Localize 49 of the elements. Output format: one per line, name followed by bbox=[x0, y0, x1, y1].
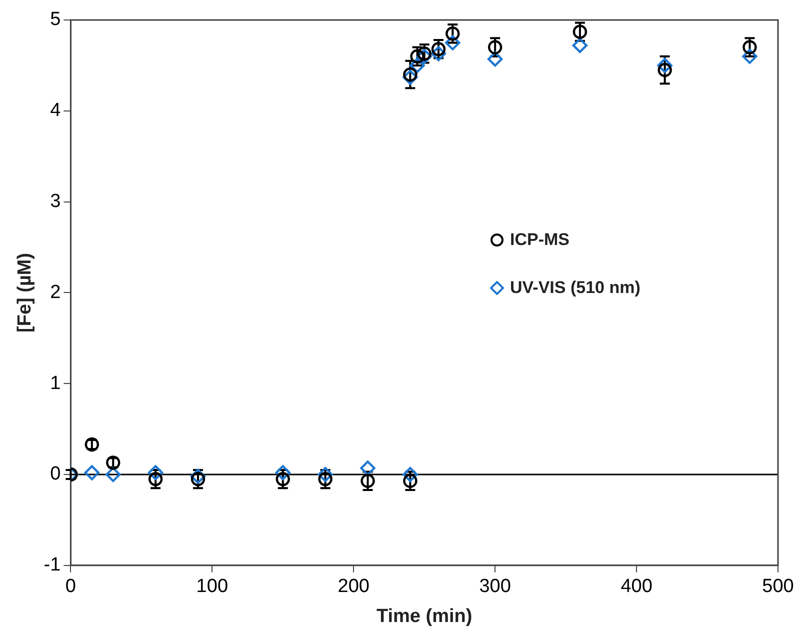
x-tick-label: 200 bbox=[338, 576, 370, 598]
point bbox=[403, 67, 418, 82]
point bbox=[445, 35, 460, 50]
x-tick-label: 0 bbox=[65, 576, 76, 598]
point bbox=[487, 51, 503, 67]
point bbox=[360, 460, 376, 476]
point bbox=[572, 38, 588, 54]
point bbox=[148, 472, 163, 486]
x-axis-title: Time (min) bbox=[376, 606, 472, 627]
point bbox=[742, 40, 757, 54]
point bbox=[488, 40, 502, 54]
point bbox=[318, 466, 333, 482]
point bbox=[402, 70, 418, 85]
legend-label: UV-VIS (510 nm) bbox=[510, 278, 640, 298]
point bbox=[403, 474, 418, 488]
x-tick-label: 400 bbox=[620, 576, 652, 598]
point bbox=[658, 62, 672, 78]
y-tick-label: 3 bbox=[50, 191, 61, 212]
point bbox=[148, 465, 164, 480]
y-axis-title: [Fe] (µM) bbox=[14, 252, 36, 332]
x-tick-label: 100 bbox=[196, 576, 228, 598]
y-tick-label: 0 bbox=[50, 464, 61, 485]
x-tick-label: 300 bbox=[479, 576, 511, 598]
point bbox=[410, 58, 425, 74]
point bbox=[446, 26, 460, 41]
point bbox=[572, 24, 588, 39]
x-tick-label: 500 bbox=[762, 576, 794, 598]
point bbox=[84, 465, 100, 480]
point bbox=[410, 49, 424, 64]
point bbox=[416, 48, 432, 64]
point bbox=[430, 46, 446, 62]
y-tick-label: 5 bbox=[50, 9, 61, 30]
point bbox=[417, 46, 432, 61]
point bbox=[275, 465, 290, 480]
y-tick-label: 1 bbox=[50, 372, 61, 394]
y-tick-label: 4 bbox=[50, 100, 62, 122]
point bbox=[431, 42, 446, 56]
point bbox=[318, 472, 332, 486]
y-tick-label: 2 bbox=[50, 282, 61, 303]
point bbox=[190, 468, 206, 484]
legend-label: ICP-MS bbox=[510, 230, 570, 250]
point bbox=[402, 466, 418, 482]
point bbox=[360, 474, 375, 488]
point bbox=[190, 472, 206, 486]
point bbox=[106, 466, 121, 482]
y-tick-label: -1 bbox=[44, 554, 61, 576]
point bbox=[657, 58, 672, 74]
point bbox=[742, 48, 758, 64]
point bbox=[276, 472, 290, 486]
